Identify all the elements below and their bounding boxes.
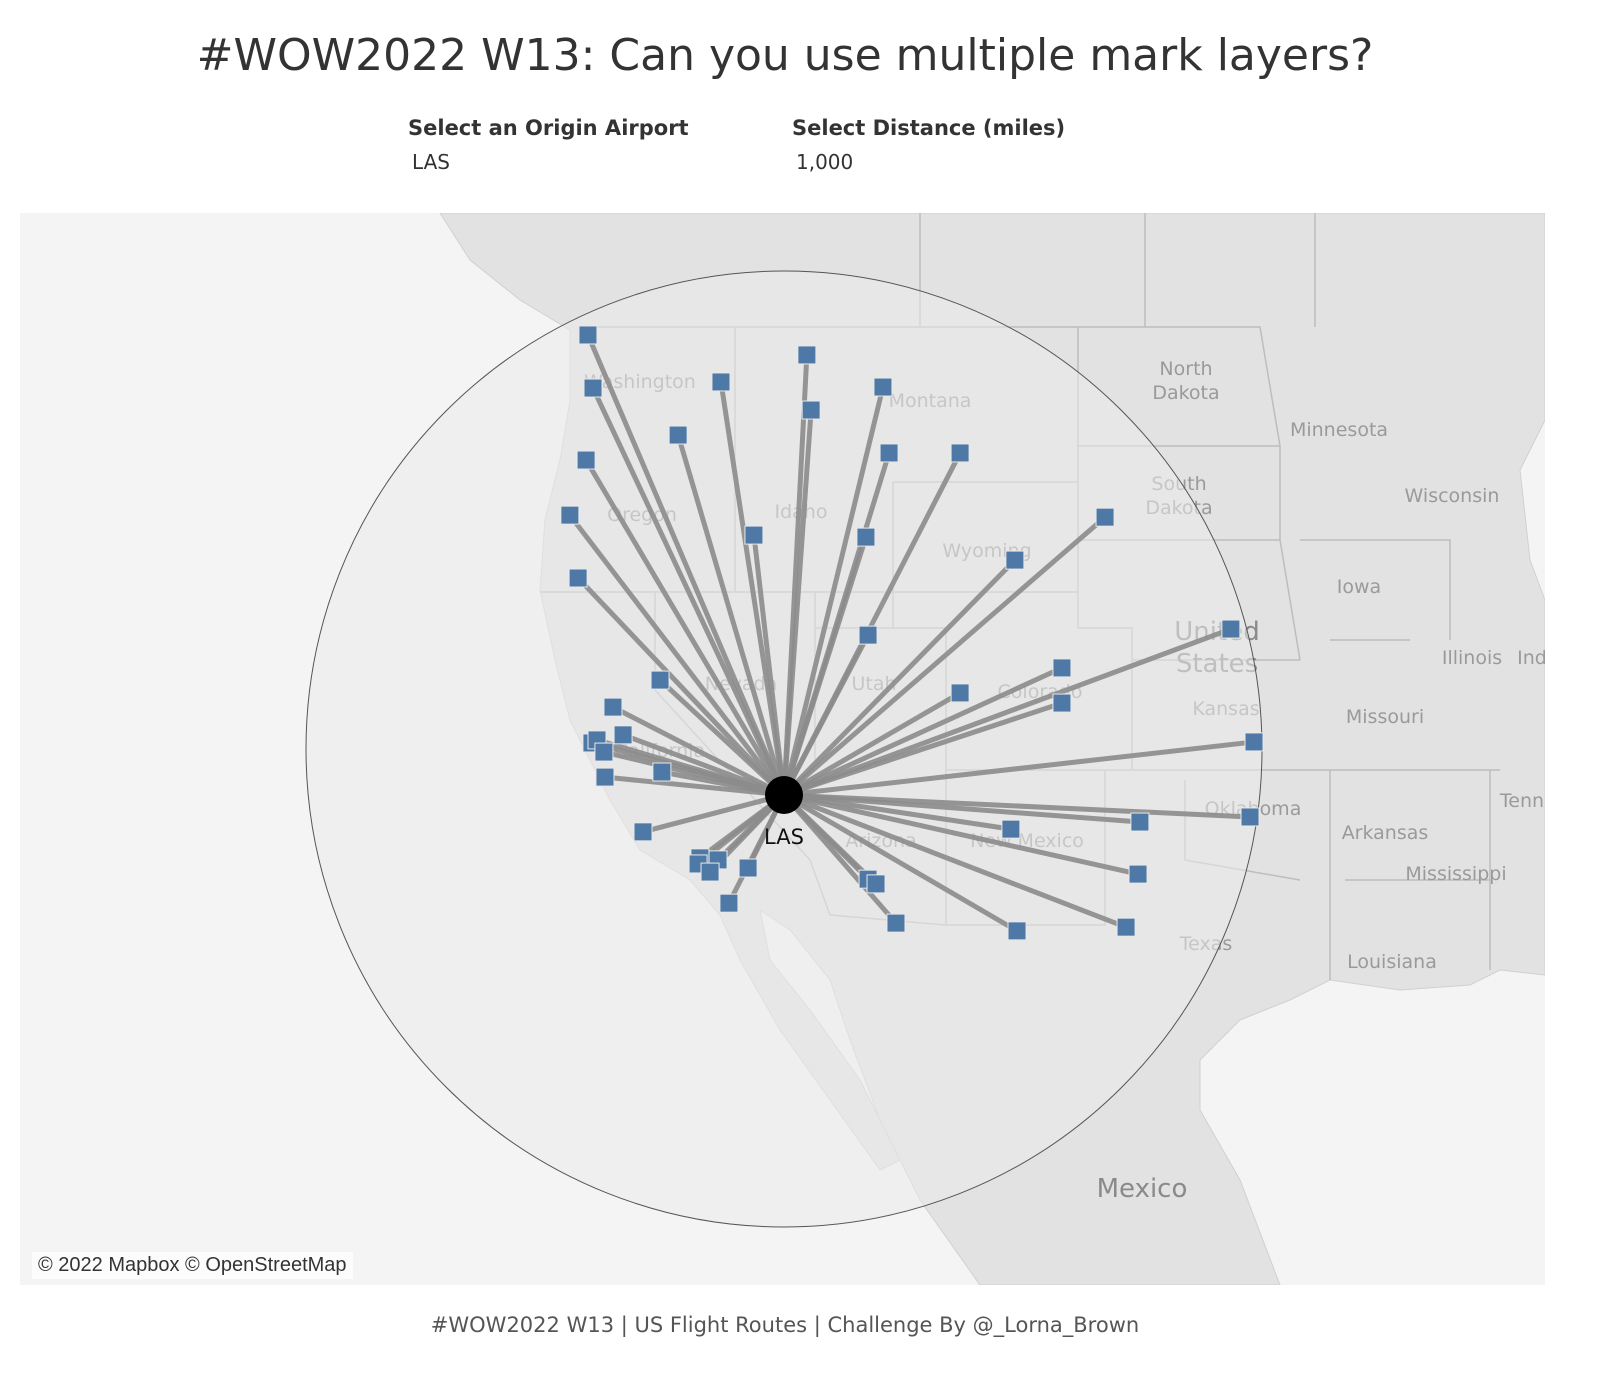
flight-route-line[interactable] <box>783 792 1012 832</box>
flight-route-line[interactable] <box>783 792 1127 930</box>
map-place-label: Wisconsin <box>1405 485 1500 507</box>
flight-route-line[interactable] <box>781 409 814 796</box>
destination-airport-marker[interactable] <box>1001 819 1021 839</box>
destination-airport-marker[interactable] <box>1130 812 1150 832</box>
destination-airport-marker[interactable] <box>950 443 970 463</box>
destination-airport-marker[interactable] <box>583 378 603 398</box>
flight-route-line[interactable] <box>783 792 1141 825</box>
destination-airport-marker[interactable] <box>595 767 615 787</box>
flight-route-line[interactable] <box>718 381 787 796</box>
map-place-label: Missouri <box>1346 706 1424 728</box>
flight-route-line[interactable] <box>782 690 962 798</box>
flight-route-line[interactable] <box>781 633 871 797</box>
destination-airport-marker[interactable] <box>1005 550 1025 570</box>
flight-route-line[interactable] <box>781 536 869 796</box>
dashboard-title: #WOW2022 W13: Can you use multiple mark … <box>196 30 1374 81</box>
destination-airport-marker[interactable] <box>797 345 817 365</box>
flight-route-line[interactable] <box>783 626 1232 798</box>
map-place-label: North Dakota <box>1152 358 1219 404</box>
map-place-label: Louisiana <box>1347 951 1437 973</box>
destination-airport-marker[interactable] <box>578 325 598 345</box>
flight-route-line[interactable] <box>783 700 1063 798</box>
flight-route-line[interactable] <box>783 792 1139 877</box>
destination-airport-marker[interactable] <box>668 425 688 445</box>
destination-airport-marker[interactable] <box>886 913 906 933</box>
destination-airport-marker[interactable] <box>873 377 893 397</box>
map-place-label: Iowa <box>1337 576 1381 598</box>
destination-airport-marker[interactable] <box>568 568 588 588</box>
flight-route-line[interactable] <box>782 665 1064 798</box>
destination-airport-marker[interactable] <box>1052 693 1072 713</box>
flight-route-line[interactable] <box>782 793 898 925</box>
distance-label: Select Distance (miles) <box>792 116 1066 140</box>
flight-route-line[interactable] <box>576 576 786 797</box>
map-place-label: Minnesota <box>1290 419 1388 441</box>
destination-airport-marker[interactable] <box>856 527 876 547</box>
map-place-label: Mississippi <box>1405 863 1506 885</box>
flight-route-line[interactable] <box>583 458 787 797</box>
flight-route-line[interactable] <box>642 792 785 835</box>
destination-airport-marker[interactable] <box>652 762 672 782</box>
destination-airport-marker[interactable] <box>1007 921 1027 941</box>
destination-airport-marker[interactable] <box>700 862 720 882</box>
destination-airport-marker[interactable] <box>711 372 731 392</box>
destination-airport-marker[interactable] <box>719 893 739 913</box>
flight-route-map[interactable]: WashingtonMontanaNorthDakotaMinnesotaSou… <box>20 213 1545 1285</box>
origin-airport-value[interactable]: LAS <box>412 150 450 174</box>
origin-airport-label: Select an Origin Airport <box>408 116 689 140</box>
flight-route-line[interactable] <box>726 793 787 905</box>
destination-airport-marker[interactable] <box>576 450 596 470</box>
flight-route-line[interactable] <box>782 792 1019 934</box>
destination-airport-marker[interactable] <box>1240 807 1260 827</box>
destination-airport-marker[interactable] <box>650 670 670 690</box>
destination-airport-marker[interactable] <box>866 874 886 894</box>
map-place-label: Mexico <box>1097 1174 1188 1204</box>
destination-airport-marker[interactable] <box>1052 658 1072 678</box>
destination-airport-marker[interactable] <box>801 400 821 420</box>
flight-route-line[interactable] <box>658 678 786 797</box>
destination-airport-marker[interactable] <box>613 725 633 745</box>
destination-airport-marker[interactable] <box>1116 917 1136 937</box>
destination-airport-marker[interactable] <box>594 742 614 762</box>
destination-airport-marker[interactable] <box>1221 619 1241 639</box>
destination-airport-marker[interactable] <box>633 822 653 842</box>
flight-route-line[interactable] <box>585 334 787 796</box>
map-attribution[interactable]: © 2022 Mapbox © OpenStreetMap <box>32 1252 353 1279</box>
origin-airport-marker[interactable] <box>765 776 803 814</box>
origin-airport-parameter[interactable]: Select an Origin Airport LAS <box>408 116 689 174</box>
distance-value[interactable]: 1,000 <box>796 150 854 174</box>
map-place-label: Tenn <box>1499 790 1544 812</box>
destination-airport-marker[interactable] <box>950 683 970 703</box>
destination-airport-marker[interactable] <box>738 858 758 878</box>
destination-airport-marker[interactable] <box>879 443 899 463</box>
map-place-label: Arkansas <box>1342 822 1429 844</box>
flight-route-line[interactable] <box>567 513 786 797</box>
origin-airport-map-label: LAS <box>764 825 804 849</box>
flight-route-line[interactable] <box>781 386 886 796</box>
destination-airport-marker[interactable] <box>1244 732 1264 752</box>
destination-airport-marker[interactable] <box>744 525 764 545</box>
flight-route-line[interactable] <box>675 434 787 796</box>
destination-airport-marker[interactable] <box>603 697 623 717</box>
flight-route-line[interactable] <box>611 704 786 798</box>
destination-airport-marker[interactable] <box>560 505 580 525</box>
dashboard-footer: #WOW2022 W13 | US Flight Routes | Challe… <box>430 1313 1140 1337</box>
destination-airport-marker[interactable] <box>1128 864 1148 884</box>
distance-parameter[interactable]: Select Distance (miles) 1,000 <box>792 116 1065 174</box>
map-place-label: Ind <box>1517 647 1545 669</box>
destination-airport-marker[interactable] <box>1095 507 1115 527</box>
map-place-label: Illinois <box>1442 647 1502 669</box>
flight-route-line[interactable] <box>604 774 785 798</box>
flight-route-line[interactable] <box>782 515 1107 797</box>
flight-route-line[interactable] <box>783 739 1255 798</box>
flight-route-line[interactable] <box>590 386 787 797</box>
flight-route-line[interactable] <box>751 534 787 796</box>
flight-route-line[interactable] <box>782 558 1017 797</box>
destination-airport-marker[interactable] <box>858 625 878 645</box>
